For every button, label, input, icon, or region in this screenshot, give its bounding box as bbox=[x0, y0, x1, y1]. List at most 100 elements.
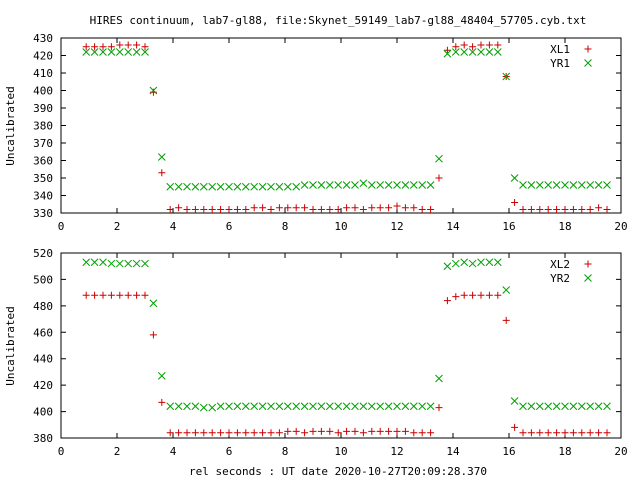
plot-frame bbox=[60, 252, 622, 439]
data-point bbox=[292, 204, 300, 212]
data-point bbox=[351, 427, 359, 435]
data-point bbox=[158, 169, 166, 177]
data-point bbox=[242, 429, 250, 437]
data-point bbox=[460, 48, 469, 56]
x-tick-label: 10 bbox=[334, 220, 347, 233]
y-tick-label: 350 bbox=[33, 172, 53, 185]
data-point bbox=[343, 427, 351, 435]
data-point bbox=[99, 48, 107, 56]
data-point bbox=[157, 372, 166, 380]
x-tick-label: 20 bbox=[614, 445, 627, 458]
data-point bbox=[544, 402, 553, 411]
y-tick-label: 340 bbox=[33, 190, 53, 203]
data-point bbox=[300, 402, 309, 411]
data-point bbox=[586, 402, 595, 411]
data-point bbox=[519, 402, 527, 411]
data-point bbox=[359, 429, 367, 437]
legend-label: YR1 bbox=[550, 57, 570, 70]
data-point bbox=[107, 291, 115, 299]
data-point bbox=[217, 206, 225, 213]
data-point bbox=[435, 404, 443, 412]
x-tick-label: 2 bbox=[114, 220, 121, 233]
data-point bbox=[284, 204, 292, 212]
data-point bbox=[191, 182, 200, 191]
data-point bbox=[116, 291, 124, 299]
data-point bbox=[233, 429, 241, 437]
data-point bbox=[553, 429, 561, 437]
x-axis-label: rel seconds : UT date 2020-10-27T20:09:2… bbox=[189, 465, 487, 478]
x-tick-label: 14 bbox=[446, 445, 460, 458]
data-point bbox=[594, 402, 603, 411]
data-point bbox=[141, 291, 149, 299]
data-point bbox=[577, 181, 586, 189]
data-point bbox=[183, 206, 191, 213]
data-point bbox=[603, 206, 611, 213]
data-point bbox=[418, 402, 427, 411]
data-point bbox=[267, 402, 275, 411]
data-point bbox=[183, 402, 191, 411]
data-point bbox=[334, 206, 342, 213]
data-point bbox=[317, 402, 326, 411]
data-point bbox=[485, 41, 493, 49]
data-point bbox=[603, 429, 611, 437]
data-point bbox=[216, 182, 225, 191]
data-point bbox=[166, 206, 174, 213]
data-point bbox=[157, 153, 166, 161]
data-point bbox=[511, 199, 519, 206]
data-point bbox=[124, 291, 132, 299]
data-point bbox=[418, 206, 426, 213]
data-point bbox=[401, 181, 410, 189]
data-point bbox=[124, 259, 133, 268]
data-point bbox=[535, 402, 544, 411]
data-point bbox=[451, 48, 460, 56]
data-point bbox=[208, 206, 216, 213]
data-point bbox=[443, 49, 452, 58]
x-tick-label: 6 bbox=[226, 445, 233, 458]
legend-label: YR2 bbox=[550, 272, 570, 285]
data-point bbox=[258, 182, 267, 191]
data-point bbox=[326, 206, 334, 213]
data-point bbox=[586, 429, 594, 437]
y-tick-label: 380 bbox=[33, 432, 53, 445]
data-point bbox=[175, 429, 183, 437]
y-tick-label: 480 bbox=[33, 300, 53, 313]
plot-frame bbox=[60, 37, 622, 214]
y-tick-label: 390 bbox=[33, 102, 53, 115]
x-tick-label: 10 bbox=[334, 445, 347, 458]
y-tick-label: 330 bbox=[33, 207, 53, 220]
x-tick-label: 20 bbox=[614, 220, 627, 233]
series-yr2 bbox=[82, 258, 611, 412]
data-point bbox=[469, 43, 477, 51]
data-point bbox=[133, 41, 141, 49]
y-tick-label: 400 bbox=[33, 85, 53, 98]
data-point bbox=[267, 206, 275, 213]
legend-label: XL2 bbox=[550, 258, 570, 271]
data-point bbox=[535, 181, 544, 189]
data-point bbox=[477, 48, 485, 56]
data-point bbox=[385, 427, 393, 435]
y-tick-label: 440 bbox=[33, 353, 53, 366]
data-point bbox=[124, 41, 132, 49]
data-point bbox=[225, 402, 233, 411]
data-point bbox=[292, 427, 300, 435]
data-point bbox=[552, 181, 561, 189]
data-point bbox=[519, 429, 527, 437]
data-point bbox=[586, 206, 594, 213]
data-point bbox=[536, 429, 544, 437]
data-point bbox=[493, 258, 502, 267]
data-point bbox=[283, 182, 292, 191]
data-point bbox=[519, 206, 527, 213]
data-point bbox=[199, 403, 208, 412]
data-point bbox=[133, 291, 141, 299]
x-tick-label: 12 bbox=[390, 220, 403, 233]
data-point bbox=[351, 204, 359, 212]
data-point bbox=[527, 429, 535, 437]
data-point bbox=[427, 429, 435, 437]
data-point bbox=[343, 204, 351, 212]
data-point bbox=[267, 429, 275, 437]
data-point bbox=[418, 181, 427, 189]
data-point bbox=[91, 291, 99, 299]
data-point bbox=[485, 48, 494, 56]
data-point bbox=[241, 402, 250, 411]
